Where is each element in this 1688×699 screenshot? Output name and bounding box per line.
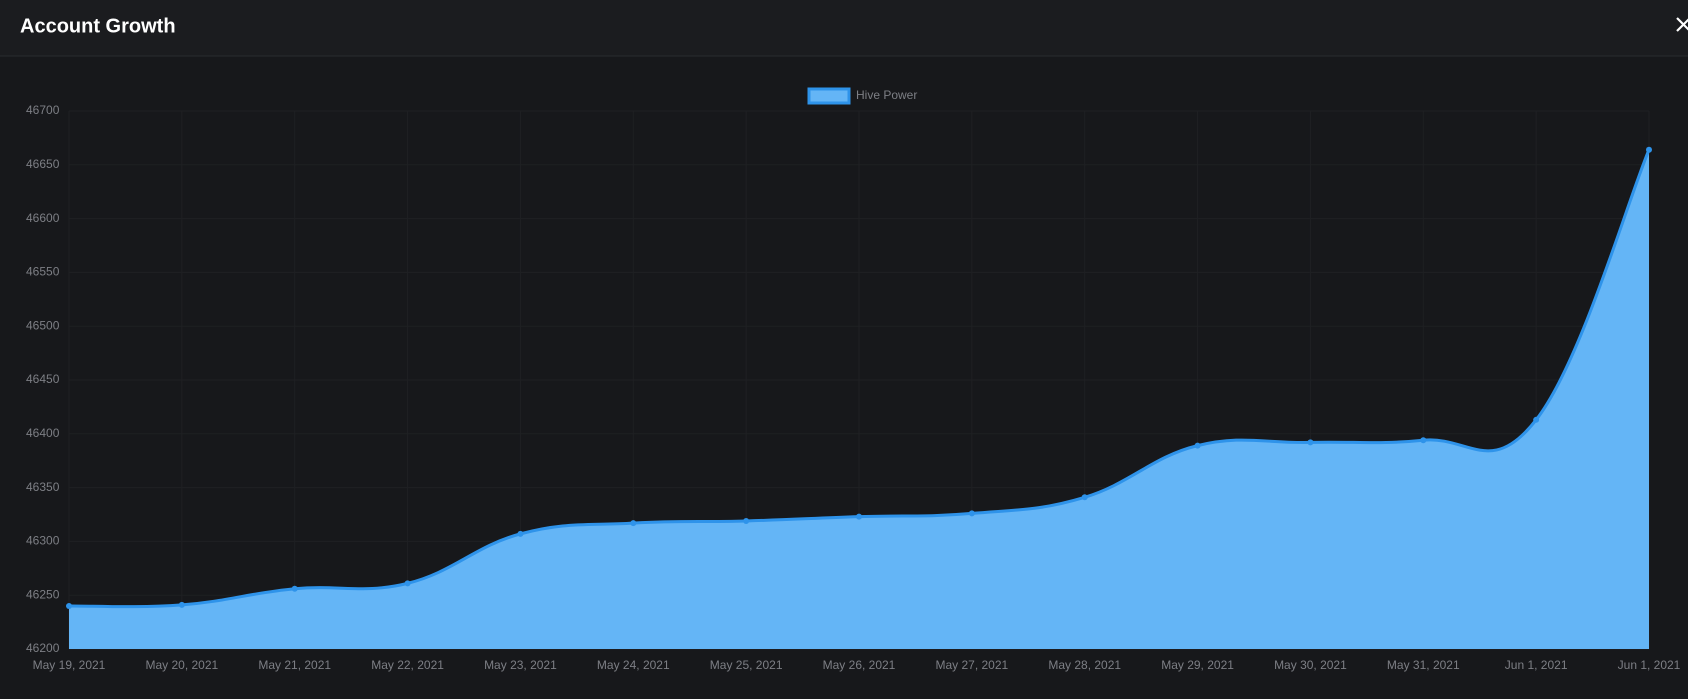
x-tick-label: May 23, 2021 — [484, 658, 557, 672]
x-tick-label: May 25, 2021 — [710, 658, 783, 672]
y-tick-label: 46550 — [26, 265, 60, 279]
data-point — [291, 585, 298, 592]
y-tick-label: 46700 — [26, 103, 60, 117]
data-point — [1194, 442, 1201, 449]
y-tick-label: 46500 — [26, 318, 60, 332]
x-tick-label: Jun 1, 2021 — [1505, 658, 1568, 672]
data-point — [404, 580, 411, 587]
data-point — [517, 530, 524, 537]
y-tick-label: 46650 — [26, 157, 60, 171]
modal-title: Account Growth — [20, 15, 176, 37]
area-fill — [69, 149, 1649, 649]
data-point — [1081, 494, 1088, 501]
data-point — [968, 510, 975, 517]
y-tick-label: 46400 — [26, 426, 60, 440]
x-tick-label: May 19, 2021 — [33, 658, 106, 672]
modal-header — [0, 0, 1688, 56]
data-point — [1307, 439, 1314, 446]
x-tick-label: May 21, 2021 — [258, 658, 331, 672]
area-line — [68, 149, 1651, 609]
data-point — [743, 517, 750, 524]
x-tick-label: May 28, 2021 — [1048, 658, 1121, 672]
x-tick-label: May 22, 2021 — [371, 658, 444, 672]
y-tick-label: 46350 — [26, 480, 60, 494]
y-tick-label: 46600 — [26, 211, 60, 225]
x-tick-label: May 20, 2021 — [145, 658, 218, 672]
x-tick-label: May 30, 2021 — [1274, 658, 1347, 672]
data-point — [66, 602, 72, 609]
data-point — [178, 601, 185, 608]
x-tick-label: May 26, 2021 — [823, 658, 896, 672]
y-tick-label: 46300 — [26, 534, 60, 548]
x-tick-label: May 24, 2021 — [597, 658, 670, 672]
y-tick-label: 46450 — [26, 372, 60, 386]
legend-swatch — [807, 87, 851, 105]
x-tick-label: May 27, 2021 — [935, 658, 1008, 672]
y-tick-label: 46250 — [26, 587, 60, 601]
y-tick-label: 46200 — [26, 641, 60, 655]
data-point — [1646, 146, 1652, 153]
data-point — [1533, 416, 1540, 423]
x-tick-label: Jun 1, 2021 — [1618, 658, 1681, 672]
data-point — [856, 513, 862, 520]
data-point — [630, 520, 637, 527]
legend-label: Hive Power — [856, 88, 917, 102]
data-point — [1420, 437, 1427, 444]
x-tick-label: May 29, 2021 — [1161, 658, 1234, 672]
x-tick-label: May 31, 2021 — [1387, 658, 1460, 672]
